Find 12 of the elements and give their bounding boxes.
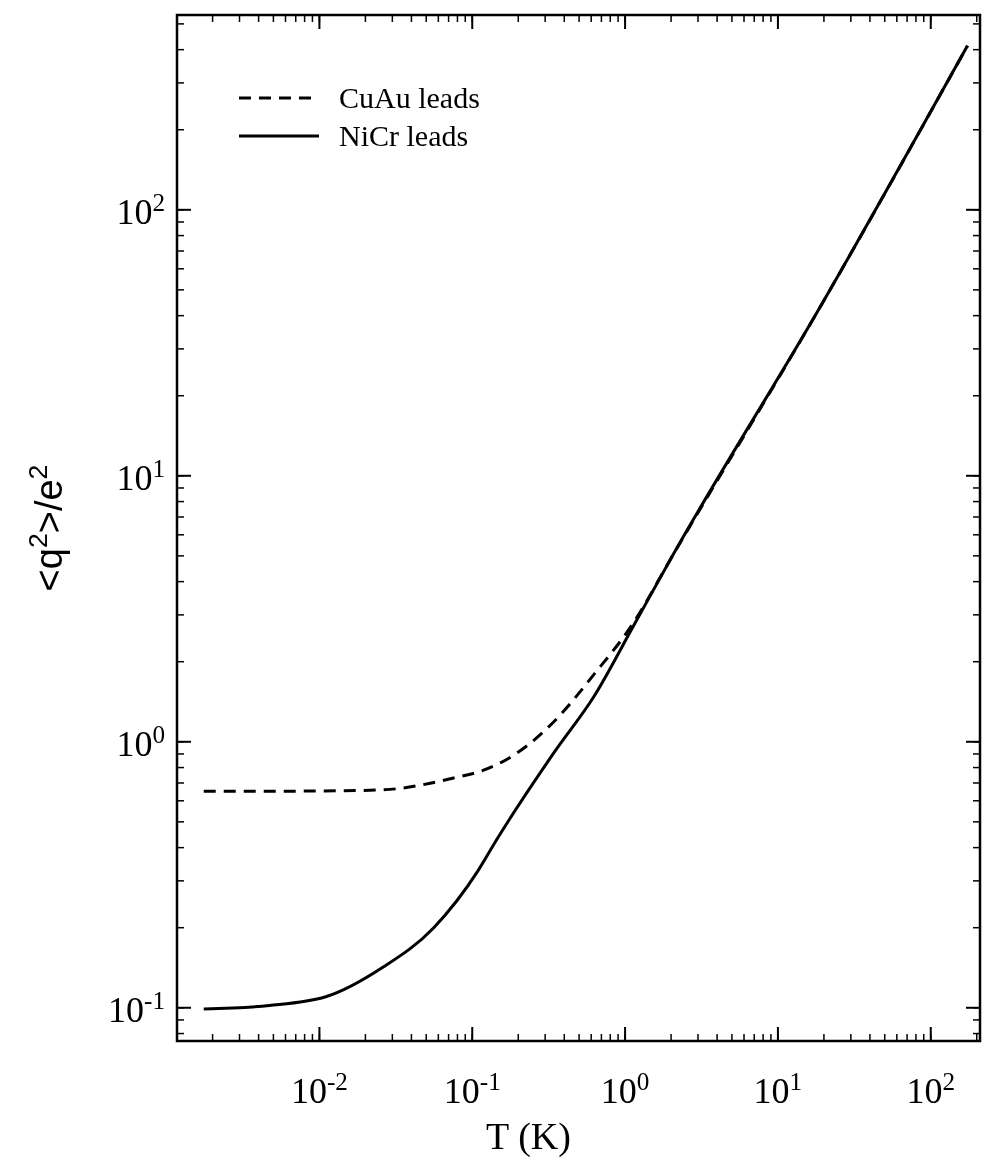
x-tick-label: 10$^{0}$ xyxy=(600,1067,650,1111)
x-tick-label: 10$^{-1}$ xyxy=(443,1067,501,1111)
x-axis-title: T (K) xyxy=(486,1115,571,1158)
y-tick-label: 10$^{0}$ xyxy=(116,720,165,764)
y-tick-label: 10$^{-1}$ xyxy=(108,986,165,1030)
x-tick-label: 10$^{1}$ xyxy=(753,1067,803,1111)
x-tick-label: 10$^{2}$ xyxy=(906,1067,956,1111)
legend-label: CuAu leads xyxy=(339,81,480,114)
x-tick-label: 10$^{-2}$ xyxy=(290,1067,348,1111)
y-tick-label: 10$^{2}$ xyxy=(116,188,165,232)
y-tick-label: 10$^{1}$ xyxy=(116,454,165,498)
legend-label: NiCr leads xyxy=(339,119,469,152)
